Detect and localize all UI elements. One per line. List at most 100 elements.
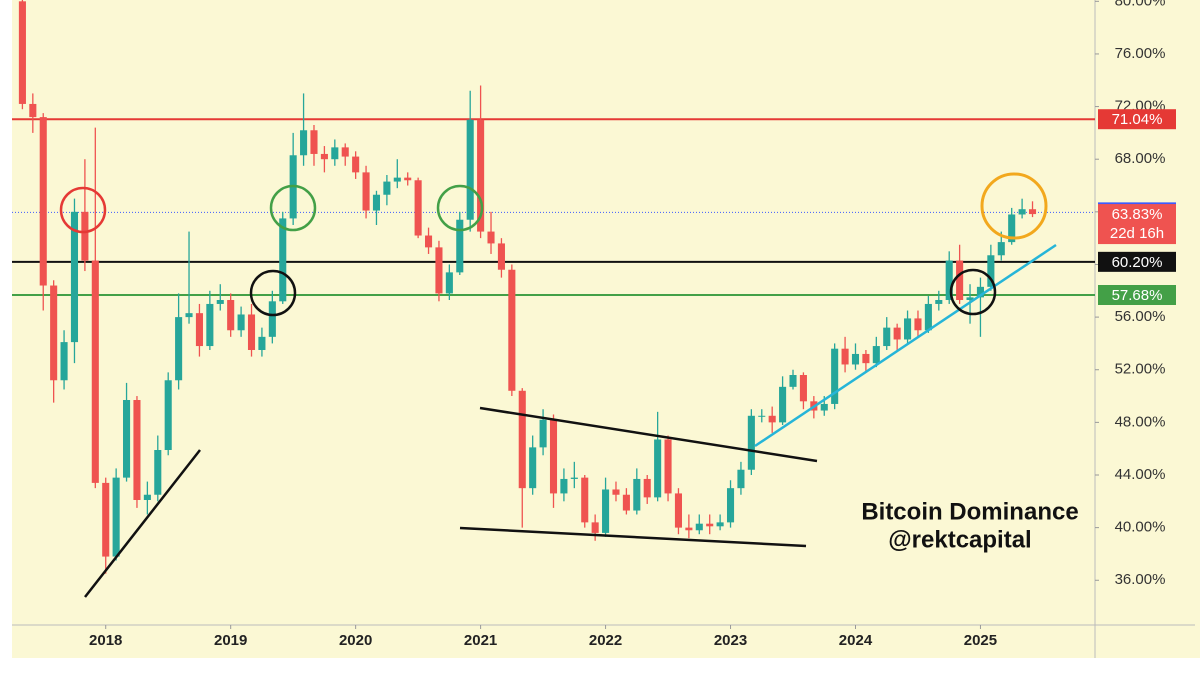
annotation: @rektcapital xyxy=(888,526,1031,553)
x-tick-label: 2024 xyxy=(839,632,873,649)
candle-body xyxy=(654,439,662,498)
candle-body xyxy=(435,247,443,294)
candle-body xyxy=(143,494,151,500)
circle xyxy=(269,184,317,232)
trend-line xyxy=(479,406,818,463)
trend-line xyxy=(459,526,807,548)
candle-body xyxy=(529,447,537,489)
x-tick-label: 2025 xyxy=(964,632,997,649)
candle-body xyxy=(268,301,276,337)
candle-body xyxy=(133,400,141,500)
circle xyxy=(949,268,997,316)
candle-body xyxy=(591,522,599,533)
x-tick-label: 2022 xyxy=(589,632,622,649)
x-tick-label: 2021 xyxy=(464,632,497,649)
level-label: 60.20% xyxy=(1112,254,1163,271)
last-price-box xyxy=(1098,204,1176,245)
y-tick-label: 48.00% xyxy=(1115,413,1166,430)
candle-body xyxy=(997,242,1005,256)
candle-body xyxy=(966,297,974,300)
y-tick-label: 52.00% xyxy=(1115,361,1166,378)
circle xyxy=(249,269,297,317)
candle-body xyxy=(331,147,339,160)
circle xyxy=(436,184,484,232)
candle-body xyxy=(789,375,797,387)
candle-body xyxy=(341,147,349,157)
candle-body xyxy=(633,478,641,511)
candle-body xyxy=(612,489,620,495)
candle-body xyxy=(18,1,26,104)
candle-body xyxy=(258,336,266,350)
candle-body xyxy=(820,403,828,411)
candle-body xyxy=(112,477,120,557)
level-label-box xyxy=(1098,109,1176,130)
candle-body xyxy=(372,194,381,211)
candle-body xyxy=(872,346,880,364)
candle-body xyxy=(987,255,995,287)
candle-body xyxy=(424,235,433,248)
candle-body xyxy=(539,419,547,448)
candle-body xyxy=(664,439,672,494)
x-tick-label: 2018 xyxy=(89,632,122,649)
candle-body xyxy=(643,478,651,498)
candle-body xyxy=(924,303,932,331)
candle-body xyxy=(445,272,453,294)
candle-body xyxy=(456,219,464,273)
candle-body xyxy=(1018,209,1026,215)
annotation: Bitcoin Dominance xyxy=(861,498,1078,525)
candle-body xyxy=(320,153,328,160)
candle-body xyxy=(581,477,589,523)
candle-body xyxy=(60,342,68,381)
level-label: 71.04% xyxy=(1112,111,1163,128)
level-label-box xyxy=(1098,285,1176,305)
candle-body xyxy=(726,488,735,523)
candle-body xyxy=(768,415,776,423)
countdown: 22d 16h xyxy=(1110,225,1164,242)
candle-body xyxy=(706,523,714,527)
candle-body xyxy=(154,450,162,495)
candle-body xyxy=(300,130,308,156)
candle-body xyxy=(383,181,391,195)
candle-body xyxy=(685,527,693,531)
y-tick-label: 68.00% xyxy=(1115,150,1166,167)
trend-line xyxy=(84,449,201,598)
y-tick-label: 76.00% xyxy=(1115,45,1166,62)
candle-body xyxy=(216,300,224,304)
candle-body xyxy=(195,313,203,347)
candle-body xyxy=(560,478,568,494)
candle-body xyxy=(945,260,953,300)
last-price-label: 63.83% xyxy=(1112,206,1163,223)
candle-body xyxy=(570,477,578,479)
candle-body xyxy=(851,353,860,365)
y-tick-label: 36.00% xyxy=(1115,571,1166,588)
candle-body xyxy=(404,177,412,181)
candle-body xyxy=(893,327,901,340)
y-tick-label: 44.00% xyxy=(1115,466,1166,483)
candle-body xyxy=(508,269,516,391)
candle-body xyxy=(164,380,172,450)
candle-body xyxy=(279,218,287,302)
candle-body xyxy=(123,400,131,478)
candle-body xyxy=(914,318,922,331)
candle-body xyxy=(716,522,724,527)
candle-body xyxy=(185,313,193,318)
candle-body xyxy=(310,130,318,154)
candle-body xyxy=(487,231,495,244)
candle-body xyxy=(747,415,755,470)
y-tick-label: 56.00% xyxy=(1115,308,1166,325)
candle-body xyxy=(393,177,401,182)
x-tick-label: 2023 xyxy=(714,632,747,649)
circle xyxy=(980,172,1048,240)
candle-body xyxy=(237,314,245,331)
x-tick-label: 2019 xyxy=(214,632,247,649)
candle-body xyxy=(799,375,807,402)
candle-body xyxy=(70,211,79,343)
level-label: 57.68% xyxy=(1112,287,1163,304)
candle-body xyxy=(862,353,870,364)
x-tick-label: 2020 xyxy=(339,632,372,649)
trend-line xyxy=(754,243,1057,448)
candle-body xyxy=(904,318,912,340)
candle-body xyxy=(956,260,964,300)
candle-body xyxy=(883,327,891,347)
candle-body xyxy=(206,303,214,347)
